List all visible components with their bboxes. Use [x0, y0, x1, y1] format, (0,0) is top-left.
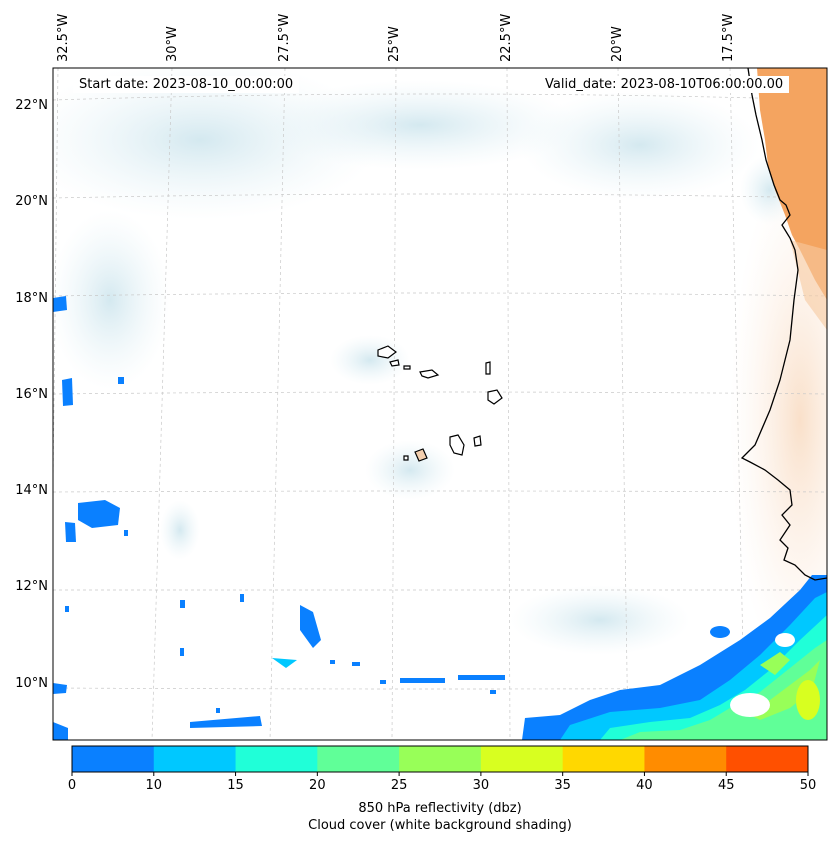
reflectivity-layer — [53, 296, 827, 740]
colorbar-swatch — [72, 746, 155, 772]
colorbar-swatch — [480, 746, 564, 772]
lon-label: 20°W — [610, 26, 625, 62]
colorbar-tick-label: 50 — [799, 778, 817, 793]
lat-label: 22°N — [15, 98, 48, 113]
start-date-label: Start date: 2023-08-10_00:00:00 — [73, 76, 300, 93]
colorbar — [71, 745, 809, 776]
africa-coastline — [740, 68, 827, 581]
colorbar-tick-label: 10 — [145, 778, 163, 793]
colorbar-swatch — [235, 746, 318, 772]
colorbar-tick-label: 30 — [472, 778, 490, 793]
colorbar-swatch — [562, 746, 645, 772]
lat-label: 16°N — [15, 387, 48, 402]
colorbar-label: 850 hPa reflectivity (dbz) — [358, 801, 522, 816]
land-fringe — [790, 240, 827, 330]
colorbar-swatch — [644, 746, 727, 772]
lat-label: 10°N — [15, 676, 48, 691]
colorbar-tick-label: 15 — [227, 778, 244, 793]
lat-label: 18°N — [15, 291, 48, 306]
colorbar-tick-label: 35 — [554, 778, 571, 793]
colorbar-tick-label: 25 — [390, 778, 408, 793]
lon-label: 22.5°W — [499, 13, 514, 62]
cloud-cover-layer — [53, 68, 800, 655]
colorbar-border — [71, 745, 809, 773]
lon-label: 32.5°W — [56, 13, 71, 62]
lon-label: 25°W — [387, 26, 402, 62]
mauritania-land — [757, 68, 827, 300]
lat-label: 20°N — [15, 194, 48, 209]
colorbar-sublabel: Cloud cover (white background shading) — [308, 818, 572, 833]
colorbar-swatch — [153, 746, 237, 772]
cape-verde-islands — [377, 345, 503, 462]
lon-label: 17.5°W — [721, 13, 736, 62]
colorbar-tick-label: 40 — [636, 778, 653, 793]
lat-label: 14°N — [15, 483, 48, 498]
lon-label: 30°W — [165, 26, 180, 62]
valid-date-label: Valid_date: 2023-08-10T06:00:00.00 — [539, 76, 790, 93]
colorbar-tick-label: 45 — [717, 778, 735, 793]
lat-label: 12°N — [15, 579, 48, 594]
map-grid — [53, 68, 827, 740]
map-frame — [52, 67, 828, 741]
lon-label: 27.5°W — [277, 13, 292, 62]
colorbar-tick-label: 0 — [67, 778, 77, 793]
colorbar-swatch — [726, 746, 809, 772]
colorbar-swatch — [317, 746, 400, 772]
colorbar-swatch — [399, 746, 482, 772]
colorbar-tick-label: 20 — [309, 778, 326, 793]
